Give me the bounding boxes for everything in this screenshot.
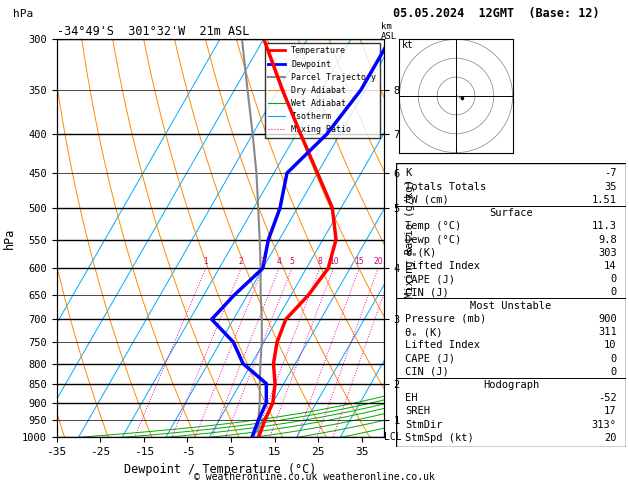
Text: Hodograph: Hodograph [483, 380, 539, 390]
Y-axis label: Mixing Ratio (g/kg): Mixing Ratio (g/kg) [405, 179, 415, 297]
Text: StmDir: StmDir [406, 419, 443, 430]
Text: 0: 0 [610, 353, 616, 364]
Text: 15: 15 [355, 257, 364, 266]
Text: -52: -52 [598, 393, 616, 403]
Text: 10: 10 [604, 340, 616, 350]
Text: Most Unstable: Most Unstable [470, 301, 552, 311]
Text: 5: 5 [289, 257, 294, 266]
Text: 05.05.2024  12GMT  (Base: 12): 05.05.2024 12GMT (Base: 12) [393, 7, 599, 20]
Text: Temp (°C): Temp (°C) [406, 221, 462, 231]
Text: CAPE (J): CAPE (J) [406, 353, 455, 364]
Text: kt: kt [402, 40, 413, 51]
Text: CIN (J): CIN (J) [406, 287, 449, 297]
Text: Totals Totals: Totals Totals [406, 182, 487, 191]
Text: 20: 20 [604, 433, 616, 443]
Text: Lifted Index: Lifted Index [406, 340, 481, 350]
Text: LCL: LCL [384, 433, 401, 442]
Text: StmSpd (kt): StmSpd (kt) [406, 433, 474, 443]
Text: 2: 2 [239, 257, 243, 266]
Text: 313°: 313° [592, 419, 616, 430]
Text: θₑ (K): θₑ (K) [406, 327, 443, 337]
Y-axis label: hPa: hPa [3, 227, 16, 249]
Text: 20: 20 [373, 257, 383, 266]
Text: 35: 35 [604, 182, 616, 191]
Text: hPa: hPa [13, 9, 33, 19]
Text: 0: 0 [610, 274, 616, 284]
Text: 11.3: 11.3 [592, 221, 616, 231]
Text: -34°49'S  301°32'W  21m ASL: -34°49'S 301°32'W 21m ASL [57, 25, 249, 38]
Text: -7: -7 [604, 168, 616, 178]
Text: 4: 4 [277, 257, 282, 266]
Text: © weatheronline.co.uk weatheronline.co.uk: © weatheronline.co.uk weatheronline.co.u… [194, 472, 435, 482]
Text: 311: 311 [598, 327, 616, 337]
Text: 8: 8 [318, 257, 322, 266]
Text: 1: 1 [203, 257, 208, 266]
Text: Surface: Surface [489, 208, 533, 218]
Text: 0: 0 [610, 287, 616, 297]
Text: km
ASL: km ASL [381, 22, 397, 41]
Text: Pressure (mb): Pressure (mb) [406, 314, 487, 324]
Text: K: K [406, 168, 412, 178]
Text: EH: EH [406, 393, 418, 403]
Text: θₑ(K): θₑ(K) [406, 248, 437, 258]
Text: CAPE (J): CAPE (J) [406, 274, 455, 284]
Text: 14: 14 [604, 261, 616, 271]
Text: PW (cm): PW (cm) [406, 195, 449, 205]
Legend: Temperature, Dewpoint, Parcel Trajectory, Dry Adiabat, Wet Adiabat, Isotherm, Mi: Temperature, Dewpoint, Parcel Trajectory… [265, 43, 379, 138]
Text: 9.8: 9.8 [598, 235, 616, 244]
Text: SREH: SREH [406, 406, 430, 417]
Text: 1.51: 1.51 [592, 195, 616, 205]
Text: CIN (J): CIN (J) [406, 367, 449, 377]
Text: 0: 0 [610, 367, 616, 377]
Text: 25: 25 [388, 257, 398, 266]
Text: 10: 10 [329, 257, 338, 266]
Text: Lifted Index: Lifted Index [406, 261, 481, 271]
Text: 900: 900 [598, 314, 616, 324]
Text: Dewp (°C): Dewp (°C) [406, 235, 462, 244]
X-axis label: Dewpoint / Temperature (°C): Dewpoint / Temperature (°C) [124, 463, 316, 476]
Text: 17: 17 [604, 406, 616, 417]
Text: 3: 3 [260, 257, 265, 266]
Text: 303: 303 [598, 248, 616, 258]
